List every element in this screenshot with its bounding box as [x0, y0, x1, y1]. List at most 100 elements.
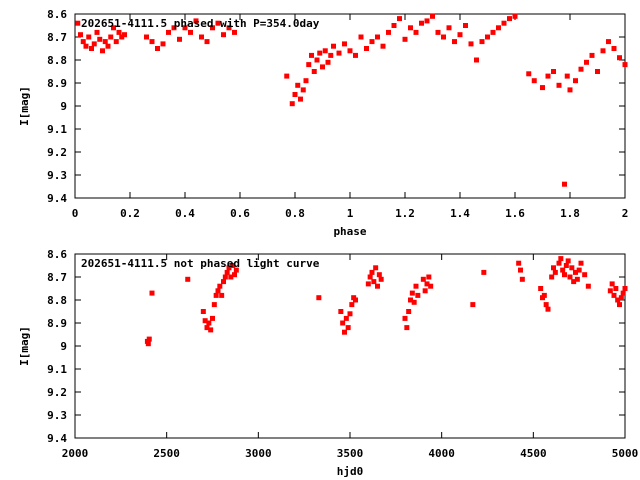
unphased-data-point: [585, 283, 591, 289]
unphased-data-point: [408, 297, 413, 303]
unphased-data-point: [376, 272, 382, 278]
phased-data-point: [311, 69, 317, 74]
phased-data-point: [119, 34, 125, 40]
unphased-data-point: [519, 276, 525, 282]
phased-x-tick-label: 1.8: [560, 207, 580, 220]
phased-x-tick-label: 2: [622, 207, 629, 220]
unphased-x-tick-label: 4000: [428, 447, 455, 460]
unphased-data-point: [402, 315, 408, 321]
unphased-data-point: [609, 281, 615, 287]
phased-data-point: [375, 34, 380, 40]
unphased-data-point: [538, 286, 544, 291]
phased-data-point: [617, 55, 622, 61]
phased-data-point: [606, 39, 611, 45]
phased-data-point: [325, 59, 331, 65]
phased-data-point: [463, 23, 468, 28]
unphased-chart: 8.6 8.7 8.8 8.9 9 9.1 9.2 9.3 9.4 2000 2500 3000 35…: [18, 248, 638, 478]
unphased-data-point: [620, 290, 626, 296]
unphased-data-point: [232, 272, 237, 278]
unphased-data-point: [206, 320, 212, 326]
unphased-data-point: [426, 274, 432, 280]
phased-x-tick-label: 0.4: [175, 207, 195, 220]
phased-data-point: [295, 82, 301, 88]
phased-data-point: [149, 39, 155, 45]
phased-data-point: [584, 59, 589, 65]
phased-data-point: [300, 87, 306, 93]
phased-data-point: [177, 36, 182, 42]
phased-data-point: [309, 52, 314, 58]
phased-x-tick-label: 1.4: [450, 207, 470, 220]
phased-data-point: [468, 41, 474, 47]
phased-data-point: [78, 32, 83, 38]
phased-data-point: [331, 43, 336, 49]
phased-data-point: [182, 25, 188, 31]
phased-data-point: [97, 36, 103, 42]
unphased-data-point: [428, 283, 434, 289]
unphased-data-point: [219, 292, 225, 298]
phased-data-point: [622, 62, 628, 68]
unphased-y-axis-label: I[mag]: [18, 326, 31, 366]
unphased-data-point: [233, 267, 239, 273]
phased-data-point: [108, 34, 114, 40]
unphased-y-tick-label: 9.4: [47, 432, 67, 445]
unphased-x-axis: 2000 2500 3000 3500 4000 4500 5000: [62, 254, 638, 460]
unphased-data-point: [563, 263, 569, 268]
phased-data-point: [328, 52, 334, 58]
unphased-y-tick-label: 8.7: [47, 271, 67, 284]
unphased-data-point: [378, 276, 384, 282]
phased-data-point: [595, 69, 600, 74]
phased-data-point: [116, 29, 122, 35]
phased-data-point: [289, 101, 295, 107]
unphased-data-point: [213, 292, 219, 298]
unphased-data-point: [365, 281, 371, 287]
unphased-data-point: [185, 276, 191, 282]
phased-y-tick-label: 9.2: [47, 146, 67, 159]
unphased-x-tick-label: 4500: [520, 447, 547, 460]
phased-data-point: [545, 73, 551, 79]
unphased-data-point: [347, 311, 353, 317]
phased-data-point: [452, 39, 457, 45]
unphased-data-point: [552, 269, 558, 275]
unphased-data-point: [406, 309, 412, 314]
phased-data-point: [386, 29, 391, 35]
unphased-data-point: [200, 309, 206, 314]
phased-data-point: [556, 82, 562, 88]
phased-y-tick-label: 8.8: [47, 54, 67, 67]
unphased-data-point: [556, 260, 562, 266]
phased-data-point: [102, 39, 108, 45]
unphased-y-tick-label: 9.1: [47, 363, 67, 376]
unphased-chart-title: 202651-4111.5 not phased light curve: [81, 257, 320, 270]
phased-y-tick-label: 9: [60, 100, 67, 113]
unphased-data-point: [618, 295, 624, 301]
phased-data-point: [347, 48, 353, 54]
phased-data-point: [611, 46, 617, 51]
unphased-data-point: [565, 258, 571, 264]
unphased-data-point: [617, 302, 622, 308]
phased-data-point: [485, 34, 490, 40]
unphased-plot-frame: [74, 253, 626, 439]
unphased-data-point: [338, 309, 344, 314]
unphased-data-point: [518, 267, 523, 273]
unphased-data-points: [144, 256, 628, 347]
phased-data-point: [94, 29, 100, 35]
unphased-data-point: [230, 263, 236, 268]
phased-x-tick-label: 0.2: [120, 207, 140, 220]
unphased-data-point: [571, 279, 577, 285]
phased-data-point: [408, 25, 413, 31]
phased-data-points: [75, 13, 628, 187]
unphased-data-point: [420, 276, 426, 282]
phased-data-point: [317, 50, 323, 56]
unphased-data-point: [413, 283, 419, 289]
phased-chart: 8.6 8.7 8.8 8.9 9 9.1 9.2 9.3 9.4 0 0.2 0.4 0.6 0.8 1…: [18, 8, 628, 238]
phased-data-point: [303, 78, 309, 84]
phased-y-axis: 8.6 8.7 8.8 8.9 9 9.1 9.2 9.3 9.4: [47, 8, 625, 205]
unphased-data-point: [226, 265, 232, 271]
phased-data-point: [435, 29, 441, 35]
unphased-data-point: [224, 269, 230, 275]
unphased-data-point: [149, 290, 155, 296]
phased-data-point: [232, 29, 237, 35]
unphased-y-axis: 8.6 8.7 8.8 8.9 9 9.1 9.2 9.3 9.4: [47, 248, 625, 445]
unphased-data-point: [411, 299, 417, 305]
phased-data-point: [75, 20, 81, 26]
unphased-data-point: [349, 302, 355, 308]
